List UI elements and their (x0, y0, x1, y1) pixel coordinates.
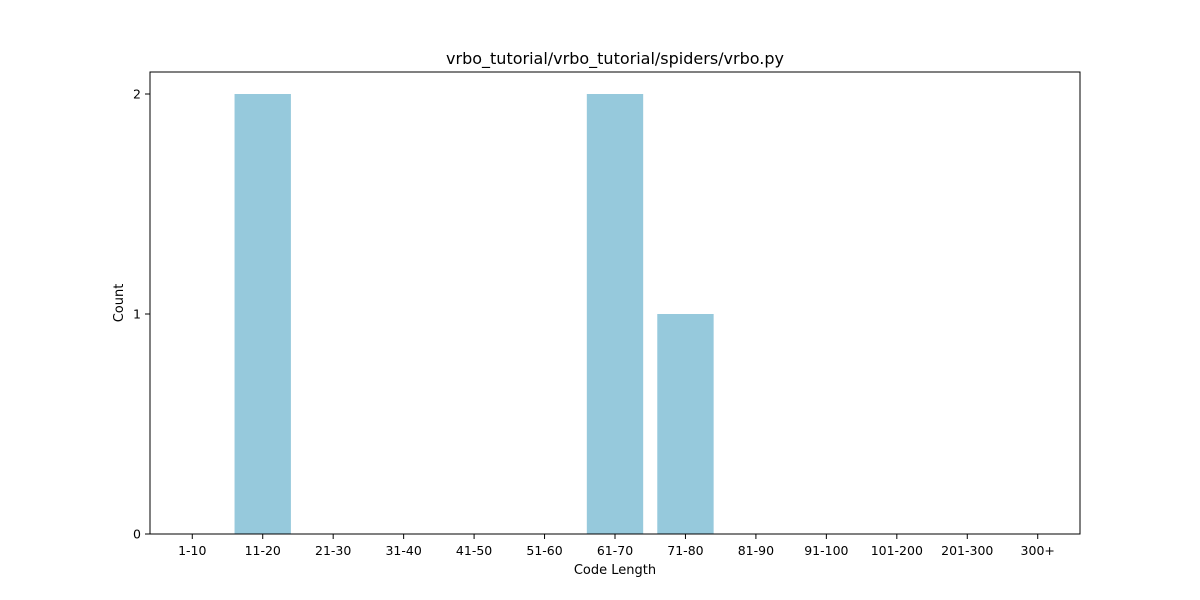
x-tick-label: 71-80 (667, 543, 703, 558)
bars-layer (234, 94, 714, 534)
x-tick-label: 41-50 (456, 543, 492, 558)
ticks-layer: 1-10 11-20 21-30 31-40 41-50 51-60 61-70 71-80 8… (133, 87, 1055, 559)
y-tick-label: 0 (133, 527, 141, 542)
x-tick-label: 51-60 (526, 543, 562, 558)
x-tick-label: 11-20 (245, 543, 281, 558)
bar-61-70 (586, 94, 644, 534)
x-tick-label: 81-90 (738, 543, 774, 558)
bar-11-20 (234, 94, 291, 534)
bar-71-80 (657, 314, 714, 534)
x-tick-label: 91-100 (804, 543, 848, 558)
x-axis-label: Code Length (574, 563, 656, 578)
x-tick-label: 31-40 (385, 543, 421, 558)
x-tick-label: 61-70 (597, 543, 633, 558)
y-tick-label: 1 (133, 307, 141, 322)
chart-title: vrbo_tutorial/vrbo_tutorial/spiders/vrbo… (446, 49, 784, 69)
plot-frame (149, 71, 1081, 535)
x-tick-label: 1-10 (178, 543, 206, 558)
x-tick-label: 300+ (1021, 543, 1055, 558)
x-tick-label: 201-300 (941, 543, 993, 558)
x-tick-label: 21-30 (315, 543, 351, 558)
y-tick-label: 2 (133, 87, 141, 102)
y-axis-label: Count (112, 284, 127, 323)
x-tick-label: 101-200 (871, 543, 923, 558)
